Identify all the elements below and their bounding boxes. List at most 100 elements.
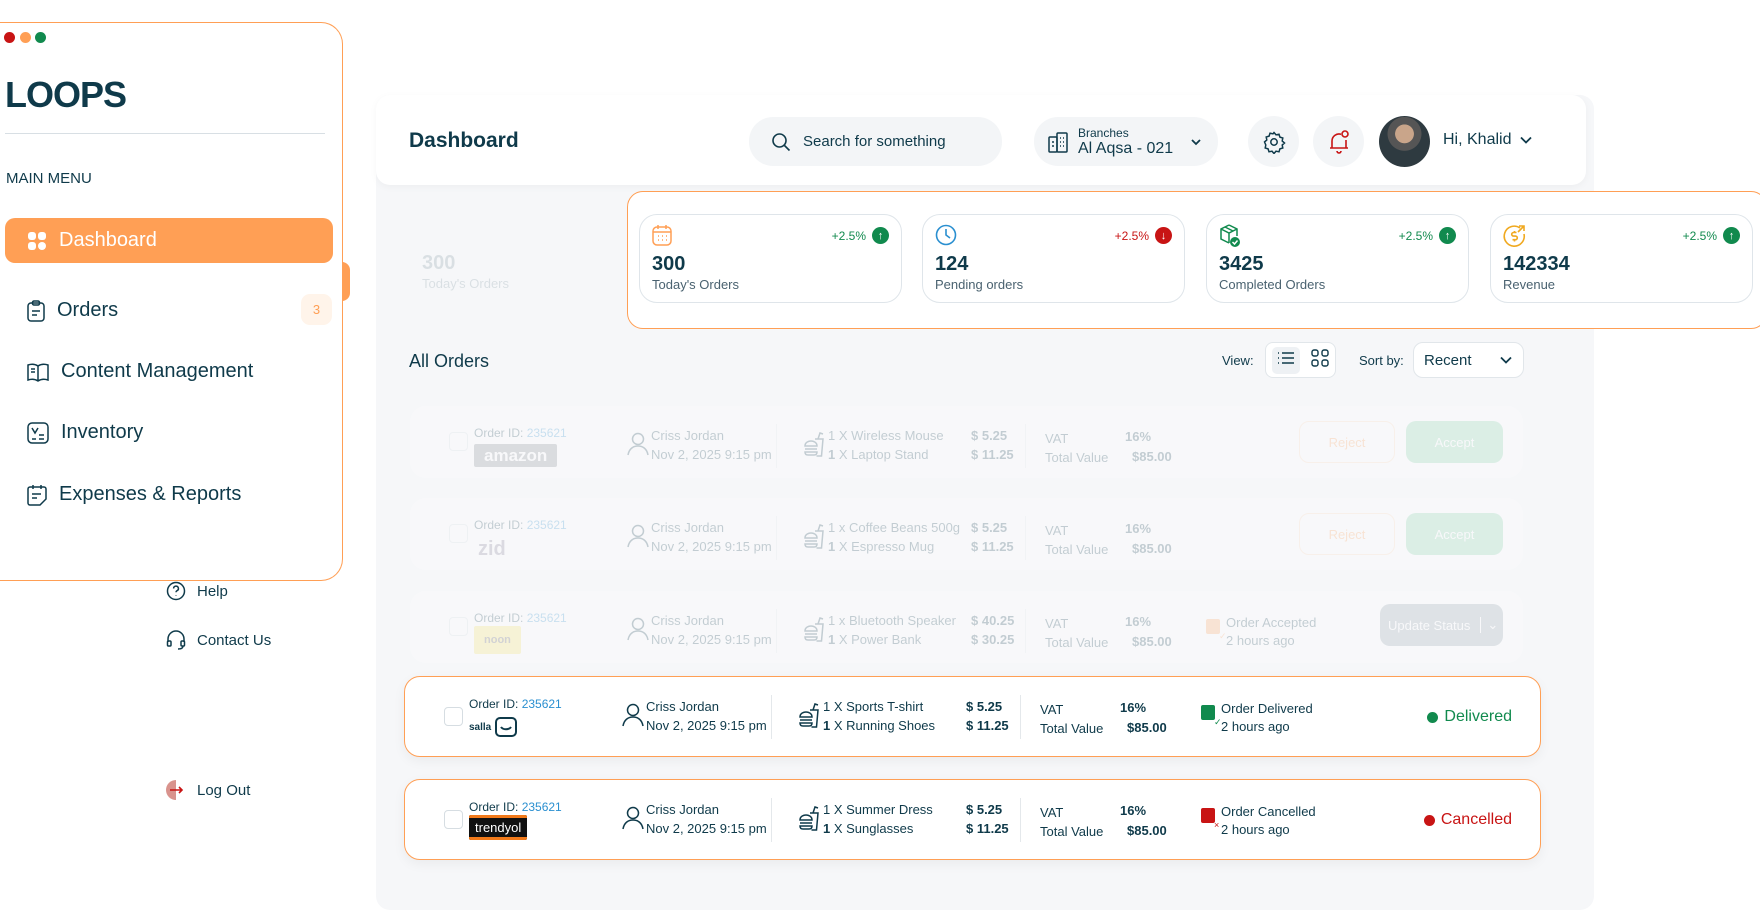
status-badge: Cancelled [1423,811,1512,829]
ghost-stat-label: Today's Orders [422,276,510,291]
food-icon [804,617,824,642]
stat-change: +2.5% ↑ [1399,227,1456,244]
branch-label: Branches [1078,125,1129,140]
update-status-button[interactable]: Update Status ⌄ [1380,604,1503,646]
sidebar-item-inventory[interactable]: Inventory [5,410,333,455]
total-value: $85.00 [1127,823,1167,838]
order-status-icon: ✓ [1201,705,1222,727]
order-checkbox[interactable] [444,810,463,829]
total-label: Total Value [1045,450,1109,465]
order-checkbox[interactable] [449,617,468,636]
order-id-link[interactable]: 235621 [526,518,567,532]
item-name: X Wireless Mouse [835,428,944,443]
order-item-2: 1 X Laptop Stand [828,447,928,462]
contact-us-label: Contact Us [197,631,272,649]
vat-value: 16% [1125,521,1152,536]
stat-change: +2.5% ↑ [832,227,889,244]
column-divider [776,424,777,468]
order-date: Nov 2, 2025 9:15 pm [651,632,772,647]
sidebar-item-orders[interactable]: Orders [5,288,333,333]
user-avatar[interactable] [1379,116,1430,167]
accept-button[interactable]: Accept [1406,421,1503,463]
store-logo: zid [474,538,510,561]
order-date: Nov 2, 2025 9:15 pm [651,447,772,462]
status-badge-label: Cancelled [1440,811,1512,828]
stat-label: Pending orders [935,277,1024,292]
reject-button[interactable]: Reject [1299,513,1395,555]
food-icon [804,524,824,549]
logout-icon [166,780,184,800]
window-close-button[interactable] [4,32,15,43]
stat-change-value: +2.5% [1398,228,1433,243]
order-row[interactable]: Order ID: 235621 noon Criss Jordan Nov 2… [410,591,1523,663]
order-id-link[interactable]: 235621 [526,426,567,440]
item-price: $ 40.25 [971,613,1015,628]
reject-button[interactable]: Reject [1299,421,1395,463]
window-maximize-button[interactable] [35,32,46,43]
order-id-label: Order ID: [469,800,519,814]
order-checkbox[interactable] [444,707,463,726]
sidebar-item-help[interactable]: Help [166,581,228,601]
sidebar-item-content-management[interactable]: Content Management [5,349,333,394]
total-value: $85.00 [1132,634,1172,649]
stat-change: +2.5% ↓ [1115,227,1172,244]
svg-text:×: × [1214,820,1219,829]
search-input[interactable]: Search for something [749,117,1002,166]
list-view-button[interactable] [1271,346,1300,374]
stat-change-value: +2.5% [831,228,866,243]
person-icon [622,703,644,727]
settings-button[interactable] [1248,116,1299,167]
order-row[interactable]: Order ID: 235621 salla Criss Jordan Nov … [404,676,1541,757]
total-value: $85.00 [1132,449,1172,464]
grid-view-button[interactable] [1311,348,1329,372]
sidebar-item-dashboard[interactable]: Dashboard [5,218,333,263]
order-row[interactable]: Order ID: 235621 trendyol Criss Jordan N… [404,779,1541,860]
trendyol-logo: trendyol [469,815,528,840]
stat-value: 300 [652,253,686,275]
order-checkbox[interactable] [449,432,468,451]
item-name: x Coffee Beans 500g [835,520,961,535]
total-value: $85.00 [1127,720,1167,735]
column-divider [1020,798,1021,842]
sidebar-item-log-out[interactable]: Log Out [166,780,250,800]
column-divider [771,798,772,842]
order-row[interactable]: Order ID: 235621 zid Criss Jordan Nov 2,… [410,498,1523,570]
amazon-logo: amazon [474,444,558,467]
order-item-1: 1 x Bluetooth Speaker [828,613,956,628]
sidebar-item-label: Content Management [61,360,254,382]
branch-selector[interactable]: Branches Al Aqsa - 021 [1034,117,1218,166]
order-id-link[interactable]: 235621 [521,697,562,711]
stat-icon [1219,224,1241,253]
item-name: X Power Bank [835,632,922,647]
accept-button[interactable]: Accept [1406,513,1503,555]
vat-value: 16% [1120,803,1147,818]
column-divider [776,609,777,653]
item-qty: 1 [828,613,836,628]
sidebar-item-contact-us[interactable]: Contact Us [166,629,271,651]
order-checkbox[interactable] [449,524,468,543]
order-item-1: 1 X Sports T-shirt [823,699,923,714]
order-id-link[interactable]: 235621 [521,800,562,814]
order-item-2: 1 X Espresso Mug [828,539,934,554]
box-check-icon [1220,224,1240,247]
user-menu[interactable]: Hi, Khalid [1443,131,1533,149]
order-id-link[interactable]: 235621 [526,611,567,625]
window-minimize-button[interactable] [20,32,31,43]
svg-text:✓: ✓ [1219,631,1225,640]
order-cancelled-icon: × [1201,808,1219,830]
order-row[interactable]: Order ID: 235621 amazon Criss Jordan Nov… [410,406,1523,478]
notifications-button[interactable] [1313,116,1364,167]
help-label: Help [197,582,228,600]
item-qty: 1 [823,699,831,714]
sidebar-item-expenses-reports[interactable]: Expenses & Reports [5,472,333,517]
column-divider [1020,695,1021,739]
stat-card-background: 300 Today's Orders [410,216,640,302]
loops-logo: LOOPS [5,74,127,115]
greeting: Hi, Khalid [1443,131,1512,148]
sidebar-background [0,560,376,910]
item-name: X Summer Dress [830,802,933,817]
sort-select[interactable]: Recent [1413,342,1524,378]
column-divider [776,516,777,560]
order-date: Nov 2, 2025 9:15 pm [646,821,767,836]
orders-count-badge: 3 [301,294,332,325]
